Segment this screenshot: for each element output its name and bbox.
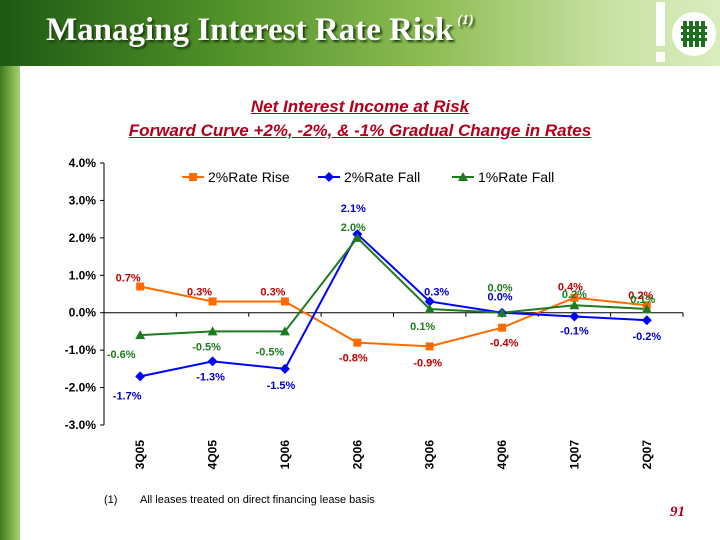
data-label: 0.3%	[424, 286, 449, 298]
data-point-1	[641, 315, 652, 326]
legend-label: 1%Rate Fall	[478, 169, 554, 185]
data-point-1	[279, 363, 290, 374]
data-point-1	[207, 356, 218, 367]
x-tick-label: 2Q07	[640, 440, 654, 470]
data-point-1	[569, 311, 580, 322]
data-label: -0.8%	[339, 353, 368, 365]
logo-mark-icon	[681, 21, 707, 47]
data-label: -0.5%	[192, 341, 221, 353]
data-label: -0.1%	[560, 325, 589, 337]
page-title: Managing Interest Rate Risk (1)	[46, 12, 474, 49]
data-label: -0.5%	[256, 346, 285, 358]
data-point-2	[569, 300, 580, 310]
chart-title: Net Interest Income at Risk	[250, 97, 470, 116]
x-tick-label: 2Q06	[350, 440, 364, 470]
data-point-2	[279, 326, 290, 336]
data-point-2	[497, 307, 508, 317]
data-point-2	[135, 330, 146, 340]
data-label: -0.2%	[632, 331, 661, 343]
data-point-0	[570, 293, 579, 302]
legend-label: 2%Rate Fall	[344, 169, 420, 185]
y-tick-label: 1.0%	[69, 268, 97, 282]
legend-marker	[458, 172, 468, 181]
x-tick-label: 4Q05	[206, 440, 220, 470]
x-tick-label: 1Q06	[278, 440, 292, 470]
data-point-2	[207, 326, 218, 336]
data-point-0	[498, 323, 507, 332]
x-tick-label: 3Q05	[133, 440, 147, 470]
data-label: -1.7%	[113, 390, 142, 402]
title-footnote-marker: (1)	[457, 13, 474, 28]
exclamation-icon	[656, 2, 665, 62]
data-label: 0.0%	[488, 283, 513, 295]
data-point-2	[641, 303, 652, 313]
data-label: -0.9%	[413, 357, 442, 369]
data-label: -1.5%	[267, 380, 296, 392]
page-title-text: Managing Interest Rate Risk	[46, 12, 454, 48]
header-banner	[0, 0, 720, 66]
data-point-0	[136, 282, 145, 291]
series-line-0	[139, 285, 647, 348]
page-number: 91	[670, 504, 685, 520]
y-tick-label: 2.0%	[69, 231, 97, 245]
data-label: 0.1%	[630, 294, 655, 306]
series-line-2	[140, 236, 647, 337]
y-tick-label: -1.0%	[65, 343, 97, 357]
data-label: 0.2%	[628, 290, 653, 302]
data-point-1	[424, 296, 435, 307]
data-label: 0.7%	[116, 273, 141, 285]
data-label: 2.0%	[341, 222, 366, 234]
footnote-text: All leases treated on direct financing l…	[140, 494, 375, 506]
company-logo	[672, 12, 716, 56]
chart-subtitle: Forward Curve +2%, -2%, & -1% Gradual Ch…	[128, 121, 592, 140]
data-point-0	[353, 338, 362, 347]
data-label: -0.4%	[490, 338, 519, 350]
y-tick-label: 3.0%	[69, 193, 97, 207]
x-tick-label: 3Q06	[423, 440, 437, 470]
data-point-2	[352, 232, 363, 242]
data-point-2	[424, 303, 435, 313]
data-label: 0.3%	[187, 286, 212, 298]
series-line-1	[139, 232, 647, 378]
data-label: 0.2%	[562, 289, 587, 301]
x-tick-label: 1Q07	[567, 440, 581, 470]
footnote-marker: (1)	[104, 494, 118, 506]
data-label: 0.1%	[410, 321, 435, 333]
y-tick-label: 0.0%	[69, 306, 97, 320]
left-accent-bar	[0, 66, 20, 540]
data-label: 0.0%	[488, 292, 513, 304]
data-point-0	[208, 297, 217, 306]
data-point-1	[135, 371, 146, 382]
data-label: -0.6%	[107, 349, 136, 361]
legend-marker	[324, 172, 334, 182]
data-point-0	[425, 342, 434, 351]
y-tick-label: -2.0%	[65, 381, 97, 395]
data-label: -1.3%	[196, 371, 225, 383]
y-tick-label: 4.0%	[69, 156, 97, 170]
data-label: 2.1%	[341, 203, 366, 215]
data-label: 0.3%	[260, 286, 285, 298]
data-point-0	[280, 297, 289, 306]
legend-label: 2%Rate Rise	[208, 169, 290, 185]
legend-marker	[189, 173, 197, 181]
x-tick-label: 4Q06	[495, 440, 509, 470]
y-tick-label: -3.0%	[65, 418, 97, 432]
data-label: 0.4%	[558, 282, 583, 294]
